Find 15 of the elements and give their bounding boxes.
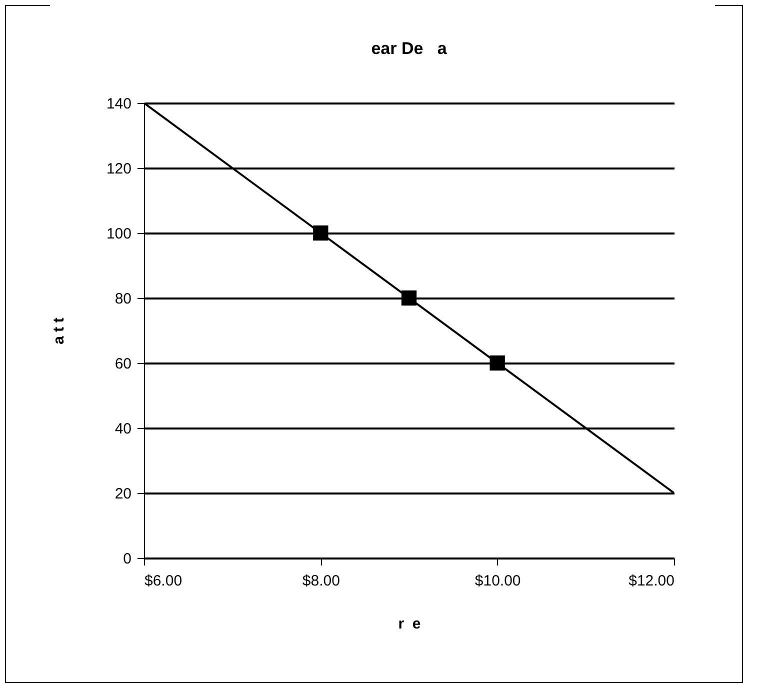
- y-tick-label: 140: [106, 96, 132, 112]
- y-tick-label: 60: [114, 356, 132, 372]
- y-tick-label: 40: [114, 420, 132, 438]
- y-tick-label: 0: [123, 550, 132, 568]
- y-tick-label: 120: [106, 160, 132, 178]
- x-axis-title: r e: [398, 616, 421, 632]
- x-tick-label: $10.00: [474, 572, 521, 590]
- chart-title: ear De a: [371, 39, 448, 58]
- y-tick-label: 20: [114, 486, 132, 502]
- x-tick-label: $6.00: [144, 572, 182, 590]
- x-tick-label: $8.00: [302, 572, 340, 590]
- x-tick-label: $12.00: [628, 572, 674, 590]
- y-axis-title: a t t: [50, 318, 68, 344]
- y-tick-label: 80: [114, 290, 132, 308]
- y-tick-label: 100: [106, 226, 132, 242]
